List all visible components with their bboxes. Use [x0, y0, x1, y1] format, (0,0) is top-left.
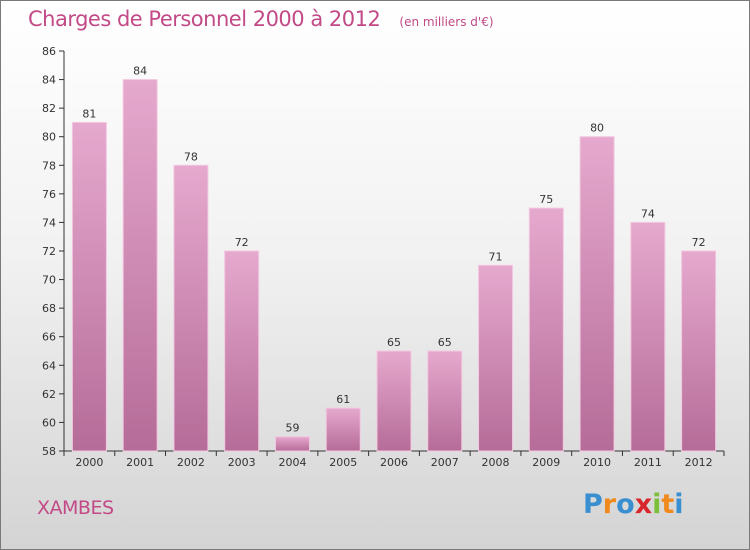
bar-2009: [528, 207, 564, 452]
y-tick-label: 70: [42, 274, 56, 287]
data-label-2011: 74: [641, 207, 655, 220]
x-tick-label-2007: 2007: [431, 456, 459, 469]
logo-letter: r: [602, 489, 617, 520]
bar-2011: [630, 221, 666, 452]
y-tick-label: 62: [42, 388, 56, 401]
x-tick-label-2004: 2004: [278, 456, 306, 469]
bar-2005: [325, 407, 361, 452]
y-tick-label: 60: [42, 416, 56, 429]
logo-letter: P: [583, 489, 603, 520]
bar-2007: [427, 350, 463, 452]
logo-letter: o: [616, 489, 635, 520]
chart-subtitle: (en milliers d'€): [399, 15, 494, 29]
data-label-2008: 71: [489, 250, 503, 263]
bar-2000: [71, 121, 107, 452]
data-label-2012: 72: [692, 236, 706, 249]
bar-2002: [173, 164, 209, 452]
x-tick-label-2006: 2006: [380, 456, 408, 469]
y-tick-label: 78: [42, 159, 56, 172]
y-tick-label: 80: [42, 131, 56, 144]
data-label-2003: 72: [235, 236, 249, 249]
y-tick-label: 82: [42, 102, 56, 115]
x-tick-label-2003: 2003: [228, 456, 256, 469]
x-tick-label-2011: 2011: [634, 456, 662, 469]
bar-2003: [224, 250, 260, 452]
x-tick-label-2001: 2001: [126, 456, 154, 469]
y-tick-label: 64: [42, 359, 56, 372]
chart-header: Charges de Personnel 2000 à 2012 (en mil…: [28, 7, 494, 31]
y-tick-label: 72: [42, 245, 56, 258]
x-tick-label-2000: 2000: [75, 456, 103, 469]
logo-letter: x: [634, 489, 653, 520]
data-label-2006: 65: [387, 336, 401, 349]
data-label-2002: 78: [184, 150, 198, 163]
x-tick-label-2008: 2008: [482, 456, 510, 469]
x-tick-label-2010: 2010: [583, 456, 611, 469]
y-tick-label: 84: [42, 74, 56, 87]
y-tick-label: 74: [42, 216, 56, 229]
x-tick-label-2002: 2002: [177, 456, 205, 469]
y-tick-label: 68: [42, 302, 56, 315]
y-tick-label: 86: [42, 45, 56, 58]
bar-2001: [122, 79, 158, 452]
data-label-2009: 75: [539, 193, 553, 206]
commune-name: XAMBES: [37, 497, 114, 519]
y-tick-label: 58: [42, 445, 56, 458]
bar-2012: [681, 250, 717, 452]
bar-2008: [478, 264, 514, 452]
y-tick-label: 66: [42, 331, 56, 344]
data-label-2005: 61: [336, 393, 350, 406]
logo-letter: i: [652, 489, 662, 520]
bar-2010: [579, 136, 615, 452]
x-tick-label-2009: 2009: [532, 456, 560, 469]
bar-2004: [274, 436, 310, 452]
data-label-2010: 80: [590, 122, 604, 135]
x-tick-label-2012: 2012: [685, 456, 713, 469]
data-label-2007: 65: [438, 336, 452, 349]
chart-title: Charges de Personnel 2000 à 2012: [28, 7, 381, 31]
bar-2006: [376, 350, 412, 452]
logo-letter: i: [674, 489, 684, 520]
proxiti-logo: Proxiti: [583, 489, 684, 520]
logo-letter: t: [661, 489, 675, 520]
x-tick-label-2005: 2005: [329, 456, 357, 469]
data-label-2001: 84: [133, 65, 147, 78]
data-label-2004: 59: [285, 422, 299, 435]
y-tick-label: 76: [42, 188, 56, 201]
data-label-2000: 81: [82, 107, 96, 120]
